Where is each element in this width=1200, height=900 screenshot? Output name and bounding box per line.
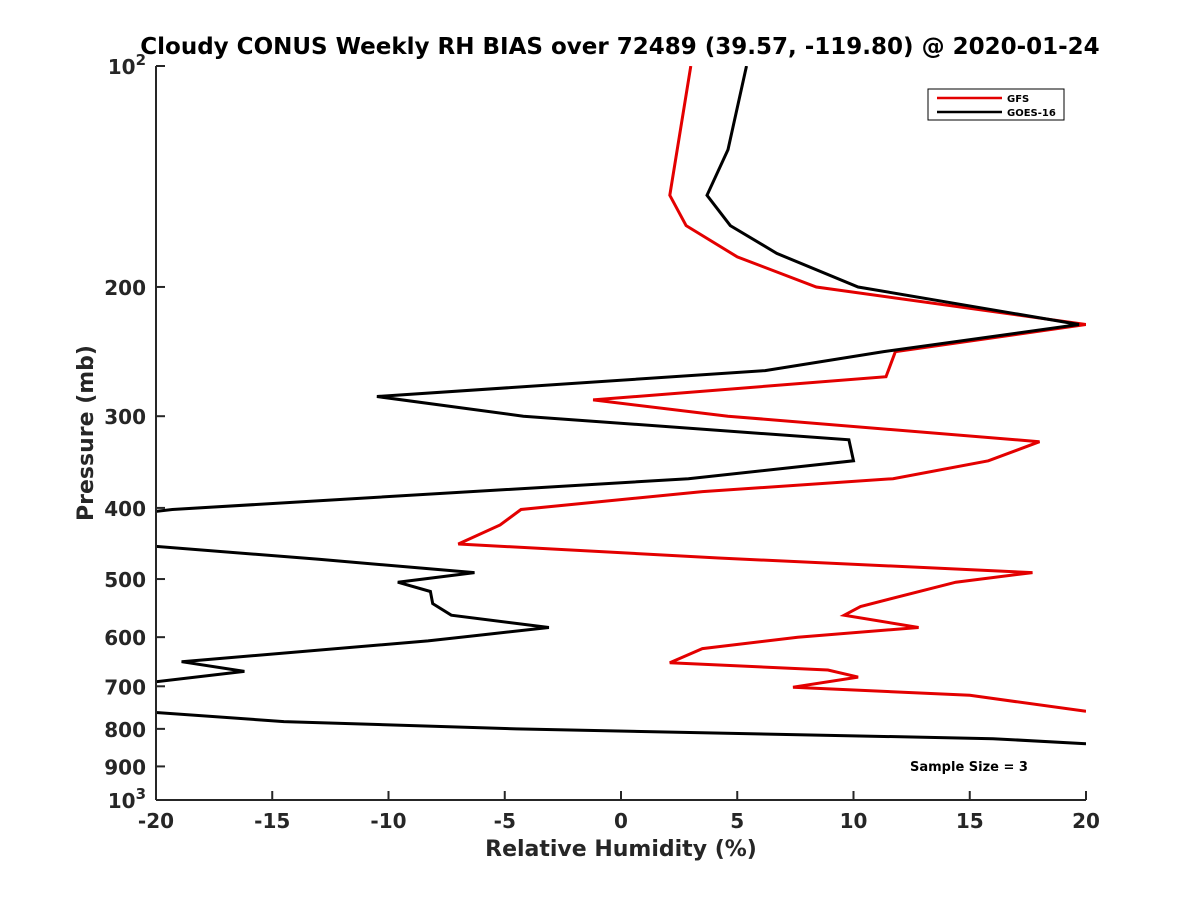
x-tick-label: 15 <box>956 809 984 833</box>
x-tick-label: -10 <box>370 809 406 833</box>
y-tick-label: 200 <box>104 276 146 300</box>
y-tick-label: 500 <box>104 568 146 592</box>
legend: GFS GOES-16 <box>927 88 1065 121</box>
y-tick-label-base: 10 <box>108 789 136 813</box>
y-tick-label: 400 <box>104 497 146 521</box>
legend-box <box>927 88 1065 121</box>
legend-label: GOES-16 <box>1007 108 1056 119</box>
x-tick-label: 20 <box>1072 809 1100 833</box>
x-axis-label: Relative Humidity (%) <box>485 837 757 862</box>
y-tick-label: 700 <box>104 675 146 699</box>
y-tick-label: 900 <box>104 755 146 779</box>
y-tick-label-base: 10 <box>108 55 136 79</box>
y-tick-label-exponent: 2 <box>136 51 146 69</box>
y-axis-label: Pressure (mb) <box>74 345 99 521</box>
y-tick-label: 600 <box>104 626 146 650</box>
series-line-goes-16 <box>156 66 1086 746</box>
y-tick-label-exponent: 3 <box>136 785 146 803</box>
y-tick-label: 102 <box>108 51 146 79</box>
y-tick-label: 103 <box>108 785 146 813</box>
x-tick-label: 10 <box>840 809 868 833</box>
x-ticks: -20 -15 -10 -5 0 5 10 15 20 <box>138 791 1100 833</box>
x-tick-label: 0 <box>614 809 628 833</box>
y-tick-label: 800 <box>104 718 146 742</box>
sample-size-note: Sample Size = 3 <box>910 760 1028 775</box>
legend-label: GFS <box>1007 94 1029 105</box>
y-tick-label: 300 <box>104 405 146 429</box>
x-tick-label: -5 <box>494 809 516 833</box>
x-tick-label: 5 <box>730 809 744 833</box>
x-tick-label: -20 <box>138 809 174 833</box>
x-tick-label: -15 <box>254 809 290 833</box>
series-line-gfs <box>457 66 1086 713</box>
chart-title: Cloudy CONUS Weekly RH BIAS over 72489 (… <box>140 34 1099 60</box>
series-layer <box>156 66 1086 746</box>
